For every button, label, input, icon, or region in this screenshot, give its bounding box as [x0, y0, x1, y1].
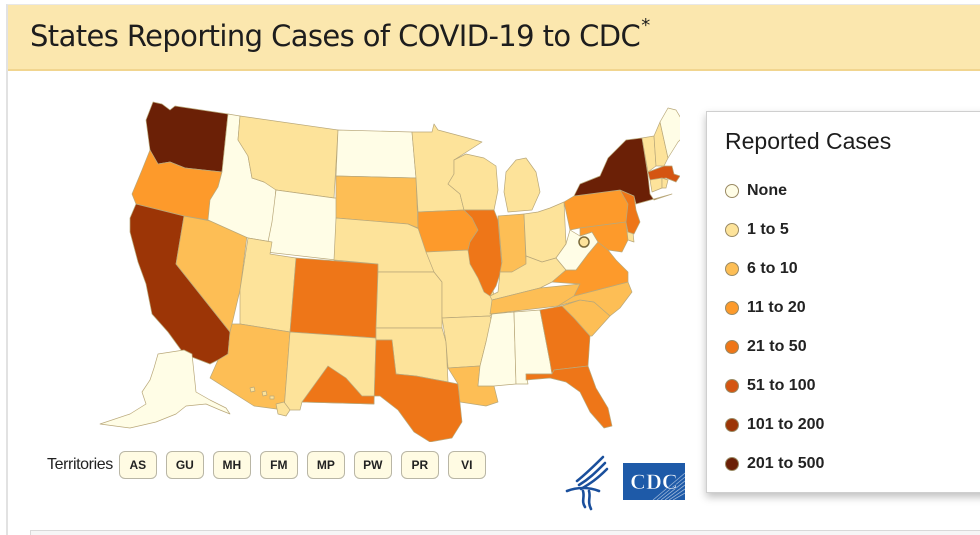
- legend-item-6-10: 6 to 10: [725, 257, 798, 281]
- legend-swatch: [725, 379, 739, 393]
- bottom-section-edge: [30, 530, 980, 535]
- legend-item-51-100: 51 to 100: [725, 374, 815, 398]
- state-ri[interactable]: [661, 177, 669, 189]
- legend-swatch: [725, 418, 739, 432]
- state-nj[interactable]: [619, 189, 641, 235]
- legend-item-none: None: [725, 179, 787, 203]
- hhs-eagle-logo-icon: [565, 455, 609, 511]
- legend-swatch: [725, 340, 739, 354]
- state-in[interactable]: [497, 213, 527, 273]
- legend-label: 21 to 50: [747, 338, 807, 355]
- legend-label: 11 to 20: [747, 299, 806, 316]
- page-title-text: States Reporting Cases of COVID-19 to CD…: [30, 19, 641, 53]
- state-co[interactable]: [289, 257, 379, 339]
- legend-swatch: [725, 184, 739, 198]
- us-map: [80, 92, 680, 442]
- legend-label: 6 to 10: [747, 260, 798, 277]
- legend-item-1-5: 1 to 5: [725, 218, 789, 242]
- cdc-logo: CDC: [623, 463, 685, 500]
- legend-item-101-200: 101 to 200: [725, 413, 824, 437]
- page-title: States Reporting Cases of COVID-19 to CD…: [30, 15, 650, 53]
- territory-button-pr[interactable]: PR: [400, 451, 439, 479]
- territory-button-gu[interactable]: GU: [165, 451, 204, 479]
- territory-button-mp[interactable]: MP: [306, 451, 345, 479]
- state-il[interactable]: [463, 209, 503, 297]
- state-wy[interactable]: [265, 189, 341, 261]
- legend-label: 1 to 5: [747, 221, 789, 238]
- state-hi[interactable]: [249, 386, 291, 417]
- legend-swatch: [725, 457, 739, 471]
- state-ct[interactable]: [649, 177, 663, 193]
- legend-label: 51 to 100: [747, 377, 816, 394]
- state-mi[interactable]: [503, 157, 541, 213]
- legend-title: Reported Cases: [725, 128, 892, 154]
- state-wa[interactable]: [145, 101, 229, 173]
- territory-button-fm[interactable]: FM: [259, 451, 298, 479]
- legend-label: None: [747, 182, 787, 199]
- territory-button-pw[interactable]: PW: [353, 451, 392, 479]
- legend-item-201-500: 201 to 500: [725, 452, 824, 476]
- page-frame: [6, 4, 980, 535]
- state-ny[interactable]: [573, 137, 673, 205]
- legend-swatch: [725, 223, 739, 237]
- title-footnote-mark: *: [641, 15, 650, 37]
- legend-item-21-50: 21 to 50: [725, 335, 807, 359]
- territory-button-vi[interactable]: VI: [447, 451, 486, 479]
- state-nd[interactable]: [335, 129, 417, 179]
- state-ks[interactable]: [375, 271, 443, 329]
- legend-panel: Reported Cases None 1 to 5 6 to 10 11 to…: [706, 111, 980, 493]
- legend-label: 101 to 200: [747, 416, 825, 433]
- state-fl[interactable]: [525, 365, 613, 429]
- territory-button-as[interactable]: AS: [118, 451, 157, 479]
- legend-swatch: [725, 262, 739, 276]
- territories-label: Territories: [47, 456, 113, 473]
- territories-bar: Territories AS GU MH FM MP PW PR VI: [47, 450, 495, 480]
- title-bar: States Reporting Cases of COVID-19 to CD…: [8, 5, 980, 71]
- state-dc-marker[interactable]: [578, 236, 590, 248]
- state-me[interactable]: [659, 107, 680, 159]
- legend-swatch: [725, 301, 739, 315]
- us-map-svg: [99, 101, 680, 442]
- state-nh[interactable]: [653, 121, 669, 167]
- legend-label: 201 to 500: [747, 455, 825, 472]
- state-tx[interactable]: [301, 339, 463, 442]
- legend-item-11-20: 11 to 20: [725, 296, 806, 320]
- territory-button-mh[interactable]: MH: [212, 451, 251, 479]
- state-ak[interactable]: [99, 349, 231, 429]
- cdc-logo-text: CDC: [630, 469, 678, 494]
